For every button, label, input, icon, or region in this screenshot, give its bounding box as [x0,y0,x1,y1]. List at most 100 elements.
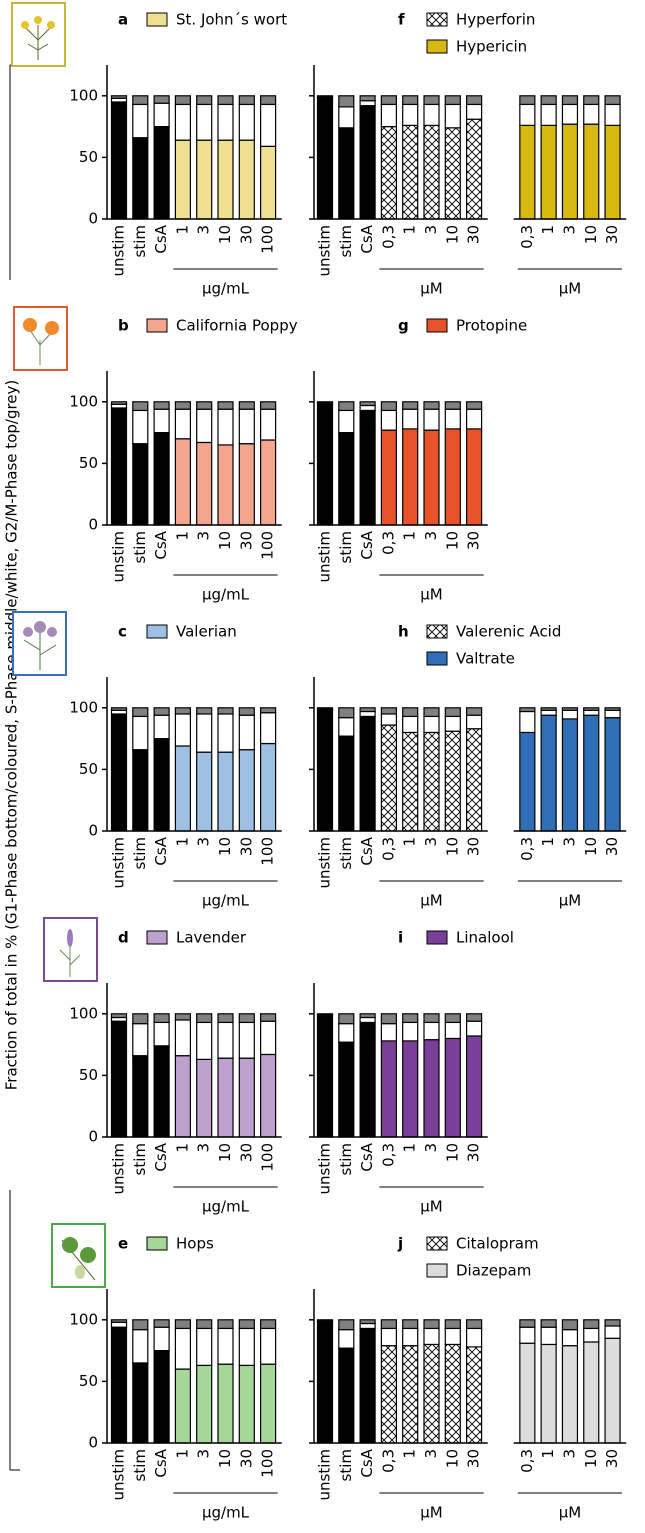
x-tick-label: unstim [110,1449,128,1501]
bar-g2m [196,1013,213,1024]
bar-g2m [316,707,334,710]
bar-s [238,714,255,751]
x-tick-label: 30 [465,531,483,550]
bar-s [338,1329,355,1349]
bar-s [338,106,355,129]
bar-s [423,1327,440,1346]
bar-g1 [338,1347,355,1444]
x-tick-label: 3 [422,531,440,541]
bar-g1 [260,145,277,220]
bar-s [540,1326,557,1346]
x-tick-label: CsA [152,836,170,865]
y-tick-label: 50 [79,1066,98,1084]
bar-g2m [466,707,483,716]
bar-g2m [359,707,376,713]
bar-g1 [604,1337,621,1444]
bar-g1 [466,728,483,832]
bar-g1 [519,124,536,220]
x-tick-label: 0,3 [379,531,397,555]
bar-g2m [444,707,461,718]
x-tick-label: unstim [316,1449,334,1501]
x-tick-label: 30 [465,1449,483,1468]
bar-g2m [196,1319,213,1330]
bar-s [174,1327,191,1370]
bar-g2m [110,401,128,405]
legend-swatch [146,624,168,639]
x-tick-label: 3 [422,1143,440,1153]
x-tick-label: 1 [173,1143,191,1153]
panel-label: b [118,317,129,335]
bar-g2m [604,1319,621,1327]
bar-s [423,715,440,734]
legend-label: Diazepam [456,1262,531,1280]
bar-s [466,103,483,120]
bar-s [196,103,213,141]
bar-s [238,1327,255,1366]
bar-s [604,709,621,719]
x-tick-label: 10 [443,837,461,856]
bar-g1 [359,1327,376,1444]
bar-g1 [583,714,600,832]
bar-g1 [540,1343,557,1444]
bar-g1 [444,730,461,832]
unit-label: µM [420,1504,443,1522]
bar-s [423,408,440,431]
bar-g1 [196,441,213,526]
plant-icon [13,306,68,371]
bar-g2m [217,95,234,106]
bar-g2m [110,1013,128,1019]
bar-s [380,713,397,726]
bar-g2m [402,1013,419,1024]
panel-label: c [118,623,127,641]
x-tick-label: 1 [401,1449,419,1459]
bar-s [174,103,191,141]
panel-label: h [398,623,409,641]
bar-s [540,709,557,716]
bar-g1 [174,438,191,526]
bar-g2m [561,1319,579,1331]
bar-g2m [174,1319,191,1330]
bar-g2m [540,95,557,106]
bar-s [466,714,483,730]
x-tick-label: unstim [110,837,128,889]
bar-g2m [174,95,191,106]
x-tick-label: 1 [401,1143,419,1153]
unit-label: µg/mL [202,892,250,910]
x-tick-label: 10 [216,531,234,550]
x-tick-label: 1 [173,1449,191,1459]
bar-g1 [380,1040,397,1138]
legend-swatch [426,624,448,639]
x-tick-label: stim [131,837,149,869]
bar-g1 [217,444,234,526]
x-tick-label: 0,3 [379,1449,397,1473]
legend-label: California Poppy [176,317,298,335]
bar-s [153,1021,170,1047]
bar-g1 [466,1346,483,1444]
bar-g1 [519,1342,536,1444]
bar-g2m [174,707,191,715]
bar-g1 [444,127,461,220]
bar-g2m [444,1013,461,1024]
bar-g1 [402,428,419,526]
bar-g2m [217,401,234,410]
x-tick-label: 0,3 [518,225,536,249]
bar-s [519,103,536,126]
bar-g2m [153,95,170,104]
bar-s [444,103,461,129]
bar-g1 [196,139,213,220]
bar-s [217,713,234,753]
bar-s [174,713,191,747]
bar-g1 [338,1041,355,1138]
bar-g2m [196,707,213,715]
panel-label: j [397,1235,403,1253]
bar-s [196,408,213,444]
bar-g1 [110,713,128,832]
bar-g2m [110,95,128,99]
x-tick-label: 10 [443,1143,461,1162]
bar-s [561,709,579,720]
bar-g1 [132,1362,149,1444]
bar-g1 [238,443,255,526]
bar-g1 [359,1021,376,1138]
unit-label: µg/mL [202,586,250,604]
x-tick-label: 3 [422,837,440,847]
